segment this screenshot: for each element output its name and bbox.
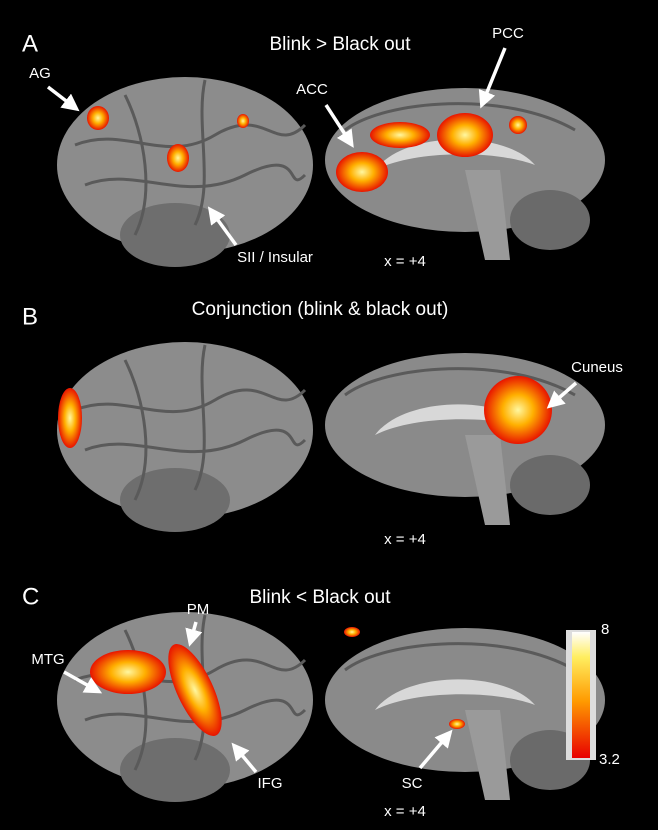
region-label: Cuneus <box>571 359 623 376</box>
region-label: IFG <box>258 775 283 792</box>
colorbar-max: 8 <box>601 621 609 638</box>
figure: A Blink > Black out AG ACC PCC SII / Ins… <box>0 0 658 830</box>
colorbar <box>572 632 590 758</box>
region-label: MTG <box>31 651 64 668</box>
panel-title: Conjunction (blink & black out) <box>192 299 449 320</box>
coordinate: x = +4 <box>384 803 426 820</box>
panel-letter: B <box>22 303 38 330</box>
panel-title: Blink > Black out <box>270 34 412 55</box>
coordinate: x = +4 <box>384 253 426 270</box>
coordinate: x = +4 <box>384 531 426 548</box>
region-label: ACC <box>296 81 328 98</box>
region-label: SII / Insular <box>237 249 313 266</box>
panel-title: Blink < Black out <box>250 587 392 608</box>
region-label: AG <box>29 65 51 82</box>
region-label: PCC <box>492 25 524 42</box>
panel-letter: A <box>22 30 38 57</box>
region-label: SC <box>402 775 423 792</box>
region-label: PM <box>187 601 210 618</box>
page: A Blink > Black out AG ACC PCC SII / Ins… <box>0 0 658 830</box>
panel-letter: C <box>22 583 39 610</box>
colorbar-min: 3.2 <box>599 751 620 768</box>
arrow <box>48 87 74 107</box>
